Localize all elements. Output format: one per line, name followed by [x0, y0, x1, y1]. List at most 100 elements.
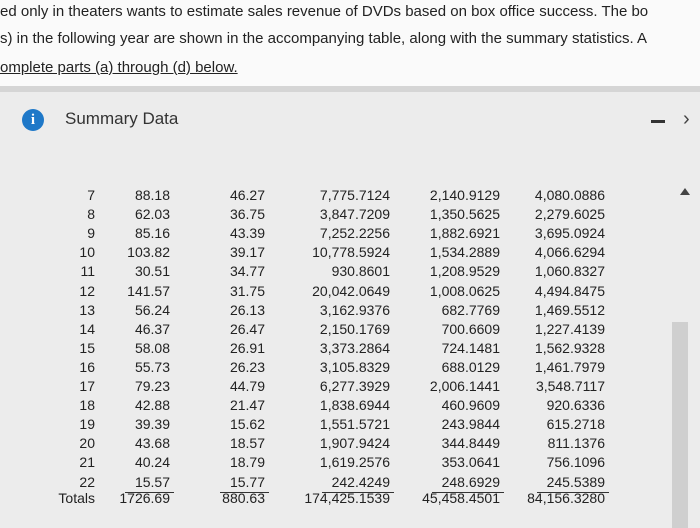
table-cell: 1,619.2576: [319, 454, 390, 471]
scrollbar[interactable]: [672, 322, 688, 528]
table-cell: 1,227.4139: [534, 320, 605, 337]
table-cell: 39.39: [134, 416, 170, 433]
table-cell: 2,279.6025: [534, 206, 605, 223]
table-cell: 40.24: [134, 454, 170, 471]
table-cell: 15.77: [229, 473, 265, 490]
table-cell: 84,156.3280: [527, 490, 605, 506]
summary-panel: i Summary Data › 7 88.18 46.27 7,775.7124 2,…: [0, 92, 700, 528]
table-cell: 1,060.8327: [534, 263, 605, 280]
table-cell: 880.63: [222, 490, 265, 506]
table-cell: 3,105.8329: [319, 358, 390, 375]
row-label: 11: [80, 263, 95, 280]
table-cell: 1,461.7979: [534, 358, 605, 375]
row-label: 19: [79, 416, 95, 433]
table-cell: 174,425.1539: [304, 490, 390, 506]
intro: ed only in theaters wants to estimate sa…: [0, 0, 700, 86]
row-label: 16: [79, 358, 95, 375]
table-cell: 3,548.7117: [535, 378, 605, 394]
minimize-button[interactable]: [651, 120, 665, 123]
scroll-up[interactable]: [680, 188, 690, 195]
table-cell: 1,562.9328: [534, 339, 605, 356]
intro-line: ed only in theaters wants to estimate sa…: [0, 3, 649, 20]
table-cell: 36.75: [229, 206, 265, 223]
row-label: 21: [79, 454, 95, 471]
table-cell: 15.62: [229, 416, 265, 433]
intro-line[interactable]: omplete parts (a) through (d) below.: [0, 59, 238, 76]
row-label: 9: [87, 225, 95, 242]
table-cell: 58.08: [134, 339, 170, 356]
table-cell: 1,469.5512: [534, 301, 605, 318]
table-cell: 1,350.5625: [429, 206, 500, 223]
table-cell: 56.24: [134, 301, 170, 318]
table-cell: 3,373.2864: [319, 339, 390, 356]
table-cell: 682.7769: [441, 301, 500, 318]
row-label: 8: [87, 206, 95, 223]
table-cell: 724.1481: [441, 339, 500, 356]
row-label: 17: [79, 378, 95, 394]
row-label: 13: [79, 301, 95, 318]
table-cell: 44.79: [229, 378, 265, 394]
table-cell: 34.77: [229, 263, 265, 280]
table-cell: 2,150.1769: [319, 320, 390, 337]
intro-line: s) in the following year are shown in th…: [0, 30, 647, 47]
table-cell: 756.1096: [546, 454, 605, 471]
row-label: 18: [79, 397, 95, 414]
table-cell: 21.47: [229, 397, 265, 414]
table-cell: 3,847.7209: [319, 206, 390, 223]
table-cell: 1,838.6944: [319, 397, 390, 414]
table-cell: 46.27: [229, 187, 265, 203]
table-cell: 42.88: [134, 397, 170, 414]
total-rule: [322, 491, 394, 493]
table-cell: 62.03: [134, 206, 170, 223]
table-cell: 4,494.8475: [534, 282, 605, 299]
table-cell: 930.8601: [331, 263, 390, 280]
table-cell: 30.51: [134, 263, 170, 280]
total-rule: [432, 491, 504, 493]
row-label: 14: [79, 320, 95, 337]
separator: [0, 86, 700, 92]
table-cell: 4,080.0886: [534, 187, 605, 203]
table-cell: 700.6609: [441, 320, 500, 337]
table-cell: 7,775.7124: [319, 187, 390, 203]
table-cell: 20,042.0649: [312, 282, 390, 299]
table-cell: 26.13: [229, 301, 265, 318]
row-label: 20: [79, 435, 95, 452]
table-cell: 248.6929: [441, 473, 500, 490]
row-label: Totals: [58, 490, 95, 506]
row-label: 22: [79, 473, 95, 490]
table-cell: 4,066.6294: [534, 244, 605, 261]
table-cell: 55.73: [134, 358, 170, 375]
table-cell: 85.16: [134, 225, 170, 242]
table-cell: 3,695.0924: [534, 225, 605, 242]
table-cell: 46.37: [134, 320, 170, 337]
table-cell: 39.17: [229, 244, 265, 261]
table-cell: 353.0641: [441, 454, 500, 471]
table-cell: 1,534.2889: [429, 244, 500, 261]
table-cell: 43.39: [229, 225, 265, 242]
table-cell: 3,162.9376: [319, 301, 390, 318]
table-cell: 2,006.1441: [429, 378, 500, 394]
table-cell: 43.68: [134, 435, 170, 452]
table-cell: 1,551.5721: [319, 416, 390, 433]
table-cell: 1726.69: [119, 490, 170, 506]
close-button[interactable]: ›: [683, 108, 690, 130]
table-cell: 26.23: [229, 358, 265, 375]
total-rule: [220, 491, 269, 493]
table-cell: 26.91: [229, 339, 265, 356]
table-cell: 18.57: [229, 435, 265, 452]
table-cell: 811.1376: [547, 435, 605, 452]
row-label: 10: [79, 244, 95, 261]
table-cell: 615.2718: [546, 416, 605, 433]
table-cell: 45,458.4501: [422, 490, 500, 506]
table-cell: 2,140.9129: [429, 187, 500, 203]
total-rule: [125, 491, 174, 493]
table-cell: 6,277.3929: [319, 378, 390, 394]
table-cell: 242.4249: [331, 473, 390, 490]
table-cell: 26.47: [229, 320, 265, 337]
table-cell: 88.18: [134, 187, 170, 203]
table-cell: 245.5389: [546, 473, 605, 490]
table-cell: 1,907.9424: [319, 435, 390, 452]
table-cell: 79.23: [134, 378, 170, 394]
table-cell: 1,008.0625: [429, 282, 500, 299]
